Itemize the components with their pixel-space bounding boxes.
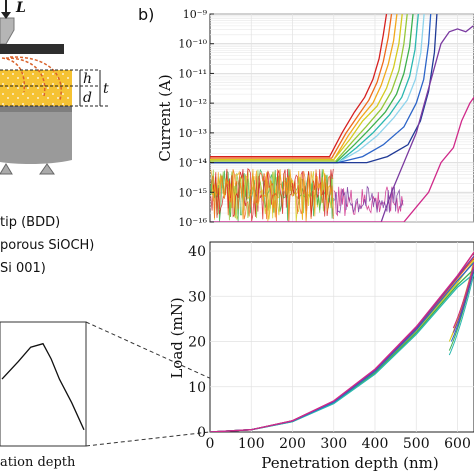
current-series-4 — [210, 14, 408, 162]
current-path — [1, 57, 26, 93]
current-ylabel: Current (A) — [156, 74, 174, 161]
x-tick-label: 100 — [238, 436, 265, 452]
t-label: t — [103, 81, 109, 97]
substrate — [0, 106, 72, 165]
current-series-3 — [210, 14, 403, 161]
current-series-6 — [210, 14, 419, 164]
y-tick-label: 10⁻¹³ — [178, 127, 207, 140]
current-path — [9, 56, 62, 101]
current-series-8 — [210, 14, 432, 164]
load-label: L — [15, 0, 26, 16]
current-series-9 — [210, 14, 438, 164]
current-series-10 — [210, 25, 474, 222]
y-tick-label: 10⁻¹⁰ — [178, 38, 207, 51]
y-tick-label: 10⁻¹⁴ — [178, 157, 207, 170]
unload-branch-5 — [450, 266, 474, 342]
current-series-11 — [210, 96, 474, 222]
load-series-7 — [210, 251, 474, 432]
y-tick-label: 10 — [188, 380, 206, 396]
y-tick-label: 10⁻¹¹ — [178, 67, 207, 80]
y-tick-label: 20 — [188, 335, 206, 351]
h-label: h — [83, 71, 92, 87]
y-tick-label: 10⁻¹² — [178, 97, 207, 110]
current-series-2 — [210, 14, 398, 161]
current-series-0 — [210, 14, 388, 158]
current-chart: 10⁻⁹10⁻¹⁰10⁻¹¹10⁻¹²10⁻¹³10⁻¹⁴10⁻¹⁵10⁻¹⁶ … — [156, 8, 474, 229]
y-tick-label: 0 — [197, 425, 206, 441]
inset-series-0 — [1, 342, 85, 431]
load-ylabel: Load (mN) — [168, 297, 186, 378]
current-series-1 — [210, 14, 393, 159]
indenter-tip — [0, 17, 15, 45]
panel-b-label: b) — [138, 5, 154, 24]
x-tick-label: 0 — [206, 436, 215, 452]
d-label: d — [83, 90, 92, 106]
y-tick-label: 10⁻⁹ — [183, 8, 208, 21]
unload-branch-6 — [452, 265, 474, 333]
x-tick-label: 400 — [362, 436, 389, 452]
x-tick-label: 500 — [403, 436, 430, 452]
x-tick-label: 200 — [279, 436, 306, 452]
current-path — [5, 57, 46, 97]
y-tick-label: 30 — [188, 289, 206, 305]
unload-branch-7 — [452, 261, 474, 329]
y-tick-label: 10⁻¹⁶ — [178, 216, 207, 229]
panel-a-schematic: L h d t tip (BDD) porous SiOCH) Si 001) — [0, 0, 109, 276]
load-arrow-head — [1, 12, 11, 19]
y-tick-label: 40 — [188, 244, 206, 260]
unload-branch-4 — [448, 273, 474, 356]
load-xlabel: Penetration depth (nm) — [261, 454, 438, 472]
noise-trace — [210, 168, 334, 222]
inset-plot: ation depth — [0, 321, 87, 470]
current-series-5 — [210, 14, 414, 164]
legend-item-tip: tip (BDD) — [0, 215, 60, 230]
current-series-7 — [210, 14, 425, 164]
top-electrode — [0, 44, 64, 54]
inset-xlabel: ation depth — [0, 455, 76, 470]
porous-layer — [0, 70, 72, 106]
y-tick-label: 10⁻¹⁵ — [178, 186, 207, 199]
x-tick-label: 300 — [320, 436, 347, 452]
legend-item-si: Si 001) — [0, 261, 46, 276]
x-tick-label: 600 — [444, 436, 471, 452]
legend-item-porous: porous SiOCH) — [0, 238, 94, 253]
